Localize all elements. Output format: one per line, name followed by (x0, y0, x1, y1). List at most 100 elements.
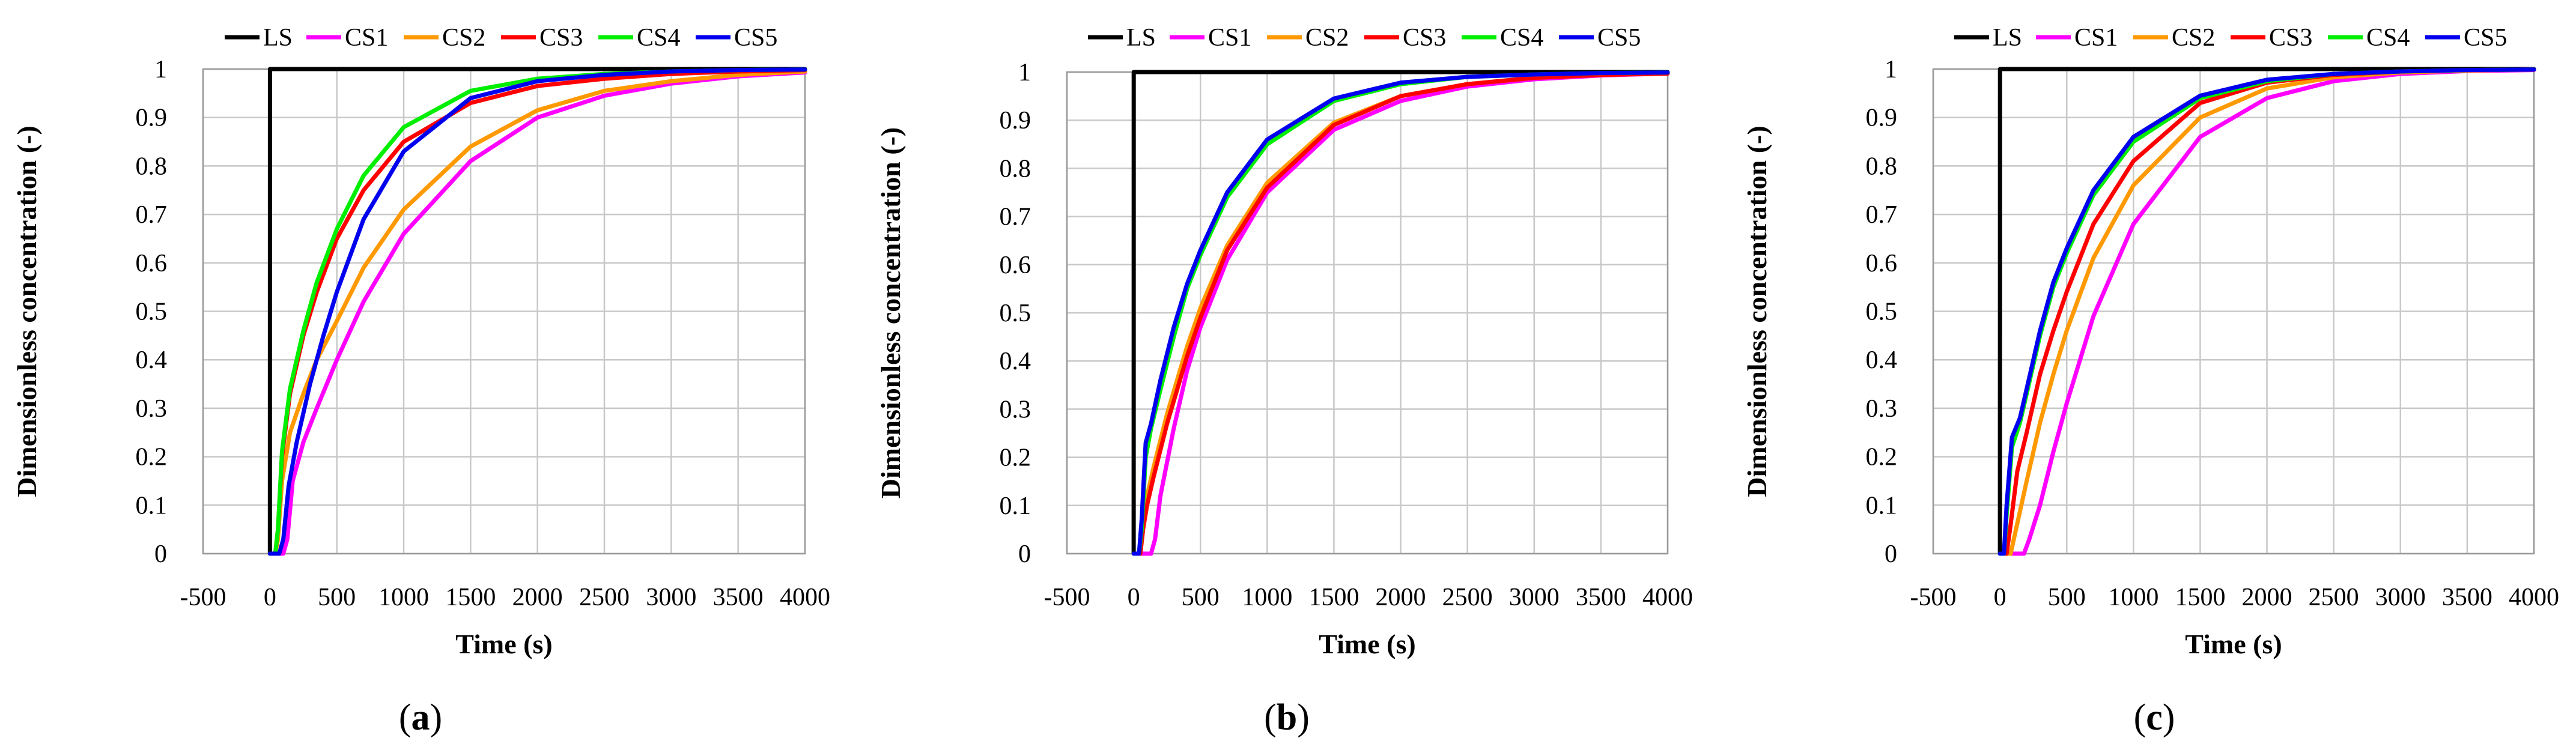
y-tick-label: 0 (1018, 540, 1031, 568)
legend: LS CS1 CS2 CS3 CS4 CS5 (1954, 24, 2507, 52)
y-tick-label: 0.3 (136, 395, 168, 423)
x-axis-title: Time (s) (1319, 629, 1415, 659)
series-line-ls (1997, 67, 2536, 556)
chart-panel-a: -500 0 500 1000 1500 2000 2500 3000 3500 4000 0 0.1… (11, 24, 830, 659)
caption-b: (b) (1264, 697, 1310, 738)
series-line-ls (1131, 70, 1670, 556)
y-axis-title: Dimensionless concentration (-) (11, 126, 42, 497)
x-tick-label: 3500 (1576, 584, 1626, 611)
x-tick-label: 2500 (1442, 584, 1493, 611)
legend-label-cs1: CS1 (2074, 24, 2118, 52)
x-tick-label: -500 (1910, 584, 1957, 611)
chart-panel-b: -500 0 500 1000 1500 2000 2500 3000 3500 4000 0 0.1… (875, 24, 1693, 659)
y-tick-label: 0.1 (1866, 492, 1898, 519)
legend-label-cs4: CS4 (2366, 24, 2410, 52)
y-tick-label: 0.2 (1866, 444, 1898, 471)
legend-label-cs2: CS2 (2172, 24, 2215, 52)
legend-label-ls: LS (1993, 24, 2022, 52)
y-tick-label: 0.7 (1000, 204, 1031, 231)
series-line-cs1 (267, 70, 807, 556)
y-tick-label: 0.6 (1000, 252, 1031, 279)
x-tick-label: 4000 (2509, 584, 2559, 611)
series-line-cs5 (1997, 67, 2536, 556)
x-tick-label: 1500 (2175, 584, 2225, 611)
x-tick-label: 500 (1182, 584, 1220, 611)
x-tick-label: 0 (1994, 584, 2006, 611)
x-tick-label: 2500 (2309, 584, 2359, 611)
legend-label-cs2: CS2 (442, 24, 485, 52)
y-tick-label: 0.5 (1000, 300, 1031, 327)
legend-label-cs5: CS5 (734, 24, 777, 52)
y-tick-label: 0.8 (136, 153, 168, 180)
y-tick-label: 1 (1885, 56, 1897, 83)
legend: LS CS1 CS2 CS3 CS4 CS5 (1088, 24, 1641, 52)
legend: LS CS1 CS2 CS3 CS4 CS5 (225, 24, 777, 52)
y-tick-label: 0.2 (136, 444, 168, 471)
x-tick-label: 2000 (2242, 584, 2292, 611)
y-tick-label: 0.4 (1000, 348, 1031, 375)
series-line-cs5 (267, 67, 807, 556)
y-tick-label: 0.2 (1000, 444, 1031, 472)
y-tick-label: 0.8 (1000, 155, 1031, 183)
x-tick-label: 3500 (2442, 584, 2492, 611)
y-tick-label: 0.1 (136, 492, 168, 519)
legend-label-ls: LS (263, 24, 293, 52)
series-lines (1997, 67, 2536, 556)
x-tick-label: 2500 (579, 584, 630, 611)
x-tick-label: 1500 (1308, 584, 1359, 611)
y-tick-label: 1 (1018, 59, 1031, 86)
x-tick-label: 4000 (1642, 584, 1693, 611)
x-tick-label: 1000 (378, 584, 429, 611)
x-tick-label: 3000 (646, 584, 696, 611)
y-tick-label: 0.6 (1866, 250, 1898, 277)
series-line-cs3 (1131, 71, 1670, 556)
x-tick-label: 500 (2048, 584, 2086, 611)
y-tick-label: 0 (1885, 540, 1897, 568)
legend-label-cs3: CS3 (1403, 24, 1446, 52)
y-tick-label: 0.3 (1000, 396, 1031, 423)
caption-a: (a) (399, 697, 442, 738)
series-line-cs5 (1131, 70, 1670, 556)
legend-label-ls: LS (1126, 24, 1156, 52)
y-tick-label: 0.6 (136, 250, 168, 277)
x-axis-title: Time (s) (2185, 629, 2282, 659)
y-tick-label: 0.5 (1866, 298, 1898, 326)
x-tick-label: 500 (318, 584, 356, 611)
legend-label-cs3: CS3 (2269, 24, 2312, 52)
x-tick-label: 2000 (512, 584, 563, 611)
legend-label-cs4: CS4 (637, 24, 680, 52)
y-tick-label: 0.4 (1866, 346, 1898, 374)
y-axis-title: Dimensionless concentration (-) (875, 127, 906, 498)
x-tick-label: 4000 (780, 584, 830, 611)
legend-label-cs3: CS3 (539, 24, 583, 52)
legend-label-cs1: CS1 (345, 24, 388, 52)
y-tick-label: 0.8 (1866, 153, 1898, 180)
caption-c: (c) (2134, 697, 2175, 738)
x-tick-label: -500 (1044, 584, 1090, 611)
x-tick-label: 1500 (445, 584, 496, 611)
series-line-ls (267, 67, 807, 556)
legend-label-cs5: CS5 (2464, 24, 2507, 52)
x-tick-label: 1000 (1242, 584, 1292, 611)
legend-label-cs5: CS5 (1597, 24, 1641, 52)
series-lines (1131, 70, 1670, 556)
y-tick-label: 0.7 (1866, 201, 1898, 229)
legend-label-cs1: CS1 (1208, 24, 1251, 52)
legend-label-cs2: CS2 (1305, 24, 1349, 52)
y-tick-label: 0 (154, 540, 167, 568)
x-tick-label: 1000 (2108, 584, 2158, 611)
x-axis-title: Time (s) (455, 629, 552, 659)
y-tick-label: 0.3 (1866, 395, 1898, 423)
y-tick-label: 0.5 (136, 298, 168, 326)
x-tick-label: -500 (180, 584, 226, 611)
series-lines (267, 67, 807, 556)
chart-panel-c: -500 0 500 1000 1500 2000 2500 3000 3500 4000 0 0.1… (1742, 24, 2559, 659)
y-tick-label: 0.9 (1866, 104, 1898, 132)
y-axis-title: Dimensionless concentration (-) (1742, 126, 1772, 497)
y-tick-label: 1 (154, 56, 167, 83)
y-tick-label: 0.7 (136, 201, 168, 229)
y-tick-label: 0.1 (1000, 492, 1031, 520)
x-tick-label: 3000 (2375, 584, 2426, 611)
y-tick-label: 0.9 (1000, 107, 1031, 135)
